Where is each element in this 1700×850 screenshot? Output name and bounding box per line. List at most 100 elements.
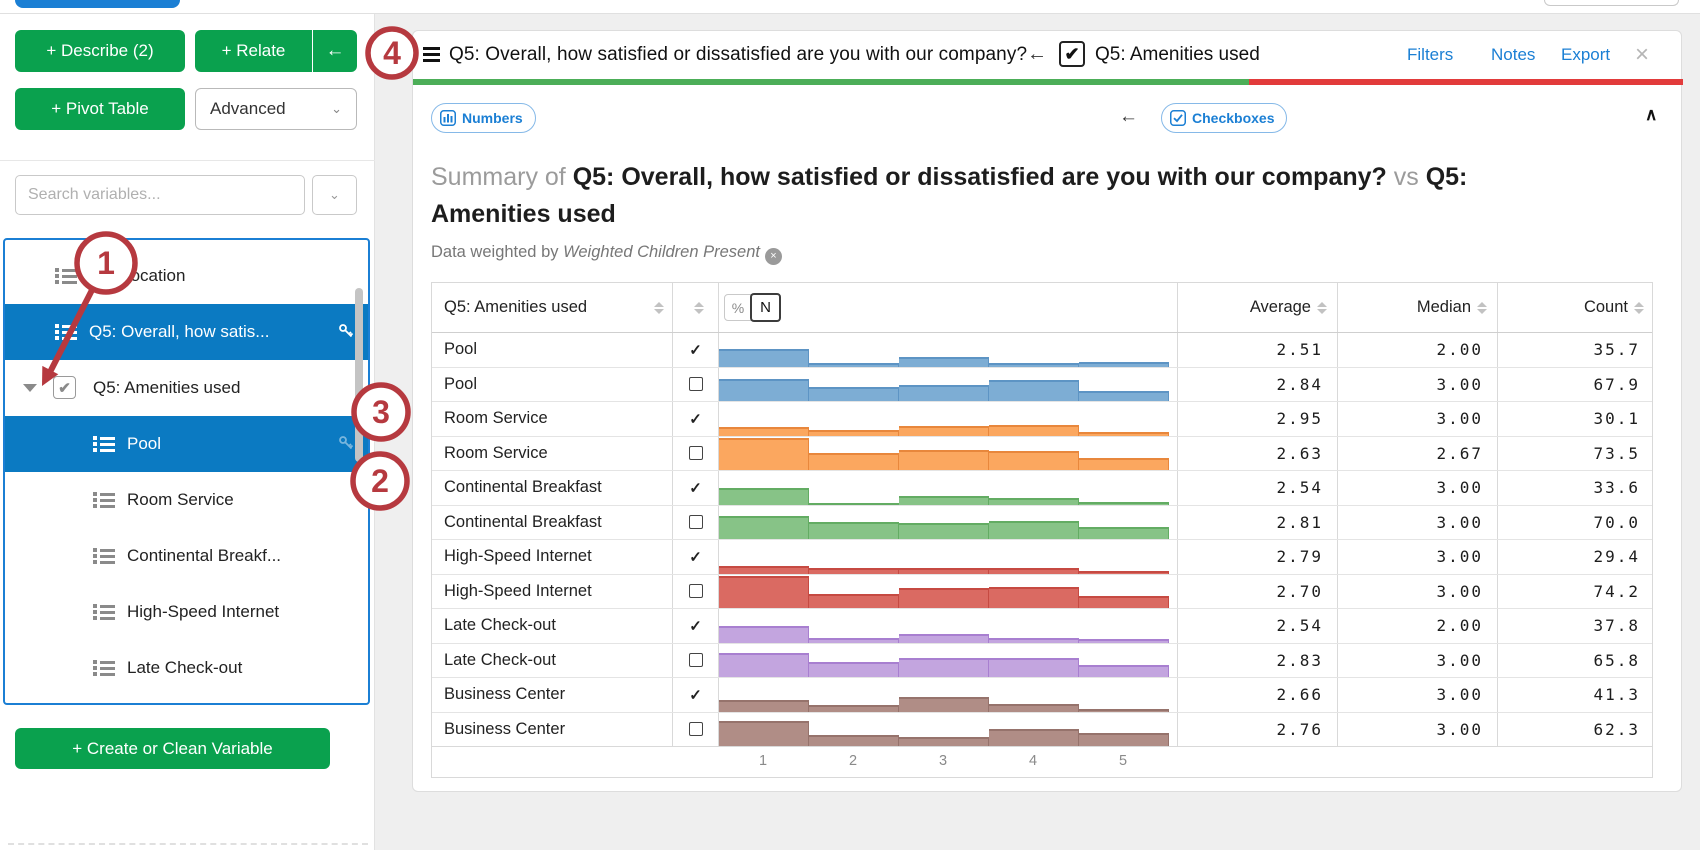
row-label: Continental Breakfast [444, 478, 602, 497]
row-checkbox-cell[interactable] [672, 574, 718, 608]
row-count: 73.5 [1497, 436, 1654, 470]
swap-arrow-icon[interactable]: ← [1027, 43, 1047, 65]
row-checkbox-cell[interactable] [672, 367, 718, 401]
row-average: 2.84 [1177, 367, 1337, 401]
search-input[interactable] [15, 175, 305, 215]
histogram-bar [809, 637, 899, 643]
row-checkbox-cell[interactable]: ✓ [672, 678, 718, 712]
sidebar-variable-item[interactable]: Room Service [5, 472, 368, 528]
describe-button[interactable]: + Describe (2) [15, 30, 185, 72]
sidebar-variable-item[interactable]: High-Speed Internet [5, 584, 368, 640]
histogram-bar [809, 502, 899, 505]
row-median: 2.67 [1337, 436, 1497, 470]
variable-checkbox[interactable]: ✔ [53, 376, 76, 399]
row-count: 30.1 [1497, 402, 1654, 436]
row-average: 2.63 [1177, 436, 1337, 470]
table-row: Late Check-out ✓ 2.54 2.00 37.8 [432, 609, 1652, 644]
swap-arrow-icon[interactable]: ← [1119, 106, 1138, 127]
close-icon[interactable]: × [1635, 41, 1650, 68]
histogram-bar [809, 567, 899, 574]
row-checkbox-cell[interactable] [672, 712, 718, 746]
row-label: Continental Breakfast [444, 512, 602, 531]
collapse-chevron-icon[interactable]: ∧ [1645, 105, 1658, 124]
median-col-header: Median [1416, 298, 1471, 316]
secondary-variable-title: Q5: Amenities used [1095, 44, 1260, 65]
expander-caret-icon[interactable] [23, 384, 37, 392]
table-row: Continental Breakfast 2.81 3.00 70.0 [432, 505, 1652, 540]
row-checkbox-cell[interactable] [672, 505, 718, 539]
row-histogram [718, 367, 1177, 401]
variable-list-scrollbar[interactable] [355, 288, 363, 462]
relate-back-arrow[interactable]: ← [325, 40, 345, 61]
sidebar-variable-item[interactable]: Late Check-out [5, 640, 368, 696]
search-dropdown-button[interactable]: ⌄ [312, 175, 357, 215]
row-count: 74.2 [1497, 574, 1654, 608]
row-checkbox-cell[interactable]: ✓ [672, 540, 718, 574]
sort-icon[interactable] [1477, 301, 1487, 314]
create-or-clean-variable-button[interactable]: + Create or Clean Variable [15, 728, 330, 769]
numbers-type-pill[interactable]: Numbers [431, 103, 536, 133]
row-checkbox-cell[interactable]: ✓ [672, 471, 718, 505]
histogram-bar [899, 633, 989, 643]
histogram-bar [1079, 596, 1169, 608]
row-median: 3.00 [1337, 540, 1497, 574]
row-checkbox-cell[interactable]: ✓ [672, 333, 718, 367]
histogram-bar [989, 567, 1079, 574]
percent-toggle-button[interactable]: % [724, 294, 752, 321]
table-row: Continental Breakfast ✓ 2.54 3.00 33.6 [432, 471, 1652, 506]
row-checkbox-cell[interactable]: ✓ [672, 609, 718, 643]
filters-link[interactable]: Filters [1407, 45, 1454, 64]
chevron-down-icon: ⌄ [331, 101, 342, 116]
top-blue-button-fragment[interactable] [15, 0, 180, 8]
row-average: 2.54 [1177, 609, 1337, 643]
histogram-bar [1079, 431, 1169, 436]
notes-link[interactable]: Notes [1491, 45, 1536, 64]
row-median: 3.00 [1337, 712, 1497, 746]
row-histogram [718, 609, 1177, 643]
table-row: Pool 2.84 3.00 67.9 [432, 367, 1652, 402]
sidebar-variable-item[interactable]: Pool [5, 416, 368, 472]
histogram-bar [989, 380, 1079, 401]
axis-tick-label: 3 [938, 753, 948, 769]
sort-icon[interactable] [1317, 301, 1327, 314]
export-link[interactable]: Export [1561, 45, 1611, 64]
relate-button[interactable]: + Relate [195, 30, 313, 72]
row-label: Pool [444, 374, 478, 393]
axis-tick-label: 4 [1028, 753, 1038, 769]
histogram-bar [899, 658, 989, 677]
histogram-bar [989, 729, 1079, 746]
advanced-dropdown[interactable]: Advanced ⌄ [195, 88, 357, 130]
categorical-list-icon [93, 436, 115, 453]
sort-icon[interactable] [1634, 301, 1644, 314]
row-average: 2.76 [1177, 712, 1337, 746]
checkbox-variable-icon[interactable]: ✔ [1059, 41, 1085, 67]
row-label: Business Center [444, 719, 566, 738]
table-row: Room Service 2.63 2.67 73.5 [432, 436, 1654, 471]
histogram-bar [899, 356, 989, 367]
n-toggle-button[interactable]: N [750, 293, 781, 322]
top-right-button-fragment[interactable] [1544, 0, 1679, 6]
row-histogram [718, 471, 1177, 505]
variable-label: Late Check-out [127, 658, 243, 677]
sidebar-variable-item[interactable]: Q3: Location [5, 248, 368, 304]
row-checkbox-cell[interactable] [672, 436, 718, 470]
row-label: High-Speed Internet [444, 547, 592, 566]
table-row: Pool ✓ 2.51 2.00 35.7 [432, 333, 1652, 368]
sidebar-variable-item[interactable]: ✔ Q5: Amenities used [5, 360, 368, 416]
sidebar: + Describe (2) + Relate ← + Pivot Table … [0, 14, 375, 850]
histogram-bar [899, 696, 989, 712]
table-header-row: Q5: Amenities used % N Average Median Co… [432, 283, 1652, 333]
checkboxes-type-pill[interactable]: Checkboxes [1161, 103, 1288, 133]
sort-icon[interactable] [693, 301, 704, 314]
row-label: High-Speed Internet [444, 581, 592, 600]
row-average: 2.70 [1177, 574, 1337, 608]
row-count: 37.8 [1497, 609, 1654, 643]
row-checkbox-cell[interactable] [672, 643, 718, 677]
sidebar-variable-item[interactable]: Continental Breakf... [5, 528, 368, 584]
sidebar-variable-item[interactable]: Q5: Overall, how satis... [5, 304, 368, 360]
remove-weight-icon[interactable]: × [764, 248, 782, 265]
categorical-list-icon [55, 324, 77, 341]
pivot-table-button[interactable]: + Pivot Table [15, 88, 185, 130]
row-checkbox-cell[interactable]: ✓ [672, 402, 718, 436]
sort-icon[interactable] [654, 301, 664, 314]
